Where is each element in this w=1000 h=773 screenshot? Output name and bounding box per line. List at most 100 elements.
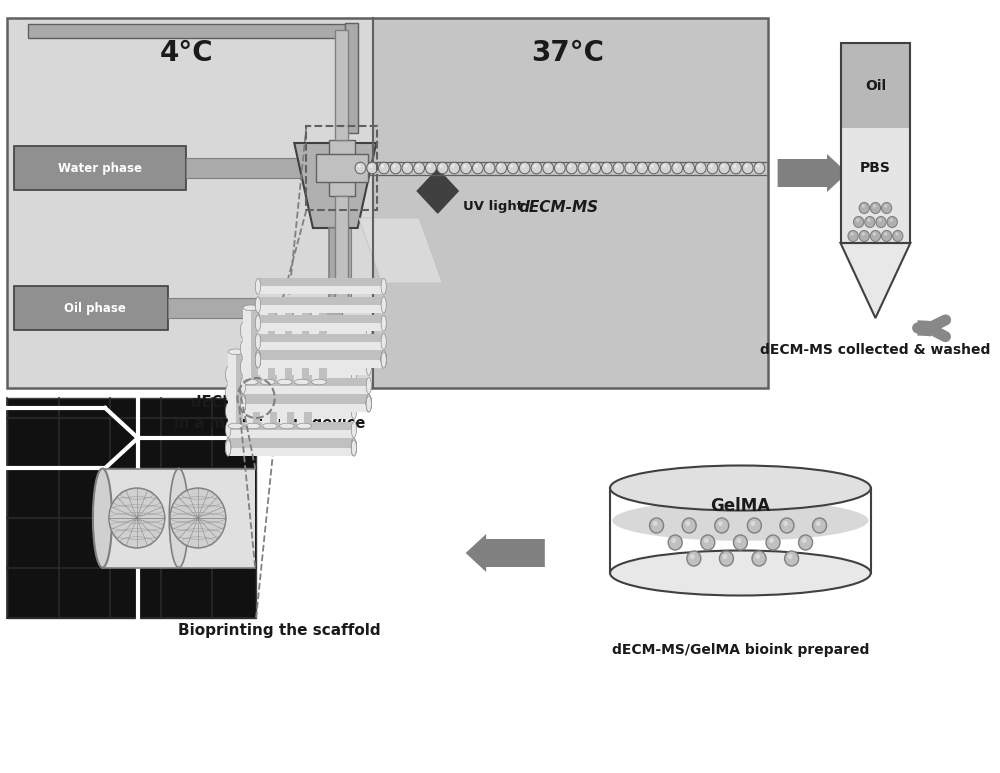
Ellipse shape [366,396,371,412]
Circle shape [451,164,455,168]
Text: dECM-MS/GelMA bioink prepared: dECM-MS/GelMA bioink prepared [612,643,869,657]
Bar [258,352,384,368]
Circle shape [637,162,647,174]
Bar [243,322,369,330]
Bar [243,322,369,339]
Bar [243,395,369,410]
Bar [102,468,255,567]
Ellipse shape [245,423,260,429]
Ellipse shape [226,385,231,400]
Bar [245,352,260,426]
Text: Water phase: Water phase [58,162,142,175]
Circle shape [543,162,554,174]
Ellipse shape [312,305,327,311]
Circle shape [704,538,709,543]
Bar [841,43,910,128]
Circle shape [414,162,424,174]
Circle shape [566,162,577,174]
Bar [287,352,294,426]
Circle shape [668,535,682,550]
Ellipse shape [226,440,231,456]
Bar [258,352,384,360]
Circle shape [785,551,799,566]
Ellipse shape [240,396,246,411]
Bar [228,440,354,456]
Bar [228,439,354,447]
Bar [243,396,369,404]
Bar [258,352,384,360]
Bar [294,308,309,382]
Ellipse shape [294,305,309,311]
Ellipse shape [226,421,231,438]
Bar [329,228,342,298]
Ellipse shape [255,352,261,368]
Bar [228,440,354,455]
Circle shape [802,538,807,543]
Polygon shape [417,169,458,213]
Circle shape [580,164,584,168]
Ellipse shape [228,349,243,355]
Circle shape [651,164,654,168]
Ellipse shape [351,421,357,438]
Ellipse shape [226,439,231,455]
Circle shape [404,164,408,168]
Circle shape [653,521,658,526]
Ellipse shape [366,396,371,411]
Bar [258,351,384,359]
Circle shape [672,162,683,174]
Circle shape [862,204,865,208]
Ellipse shape [351,439,357,455]
Bar [258,351,384,367]
Circle shape [707,162,718,174]
Bar [251,308,258,382]
Circle shape [508,162,518,174]
Bar [319,308,327,382]
Bar [312,308,327,382]
Bar [243,395,369,403]
Circle shape [472,162,483,174]
Bar [228,352,243,426]
Text: dECM-MS collected & washed: dECM-MS collected & washed [760,343,991,357]
Ellipse shape [260,380,275,385]
Ellipse shape [381,297,386,313]
Bar [228,438,354,455]
Circle shape [859,203,869,213]
Circle shape [449,162,460,174]
Ellipse shape [240,359,246,375]
Text: Oil: Oil [865,79,886,93]
Circle shape [671,538,676,543]
Circle shape [437,162,448,174]
Bar [243,396,369,412]
Ellipse shape [351,366,357,383]
Circle shape [884,233,887,236]
Circle shape [709,164,713,168]
Circle shape [393,164,396,168]
Circle shape [627,164,631,168]
Ellipse shape [226,439,231,455]
Bar [228,385,354,393]
Circle shape [719,162,730,174]
Circle shape [428,164,431,168]
Circle shape [510,164,513,168]
FancyBboxPatch shape [14,146,186,190]
Text: Oil phase: Oil phase [64,301,126,315]
Ellipse shape [240,377,246,393]
Circle shape [870,203,881,213]
Circle shape [440,164,443,168]
Circle shape [867,218,870,222]
Text: PBS: PBS [860,162,891,175]
Ellipse shape [277,305,292,311]
Circle shape [856,218,859,222]
Bar [228,439,354,455]
Circle shape [876,216,886,227]
Ellipse shape [255,334,261,349]
Ellipse shape [243,305,258,311]
Circle shape [870,230,881,241]
Circle shape [686,164,689,168]
Circle shape [475,164,478,168]
Circle shape [555,162,565,174]
Polygon shape [359,218,442,283]
Bar [243,377,369,393]
Circle shape [674,164,677,168]
Circle shape [381,164,384,168]
